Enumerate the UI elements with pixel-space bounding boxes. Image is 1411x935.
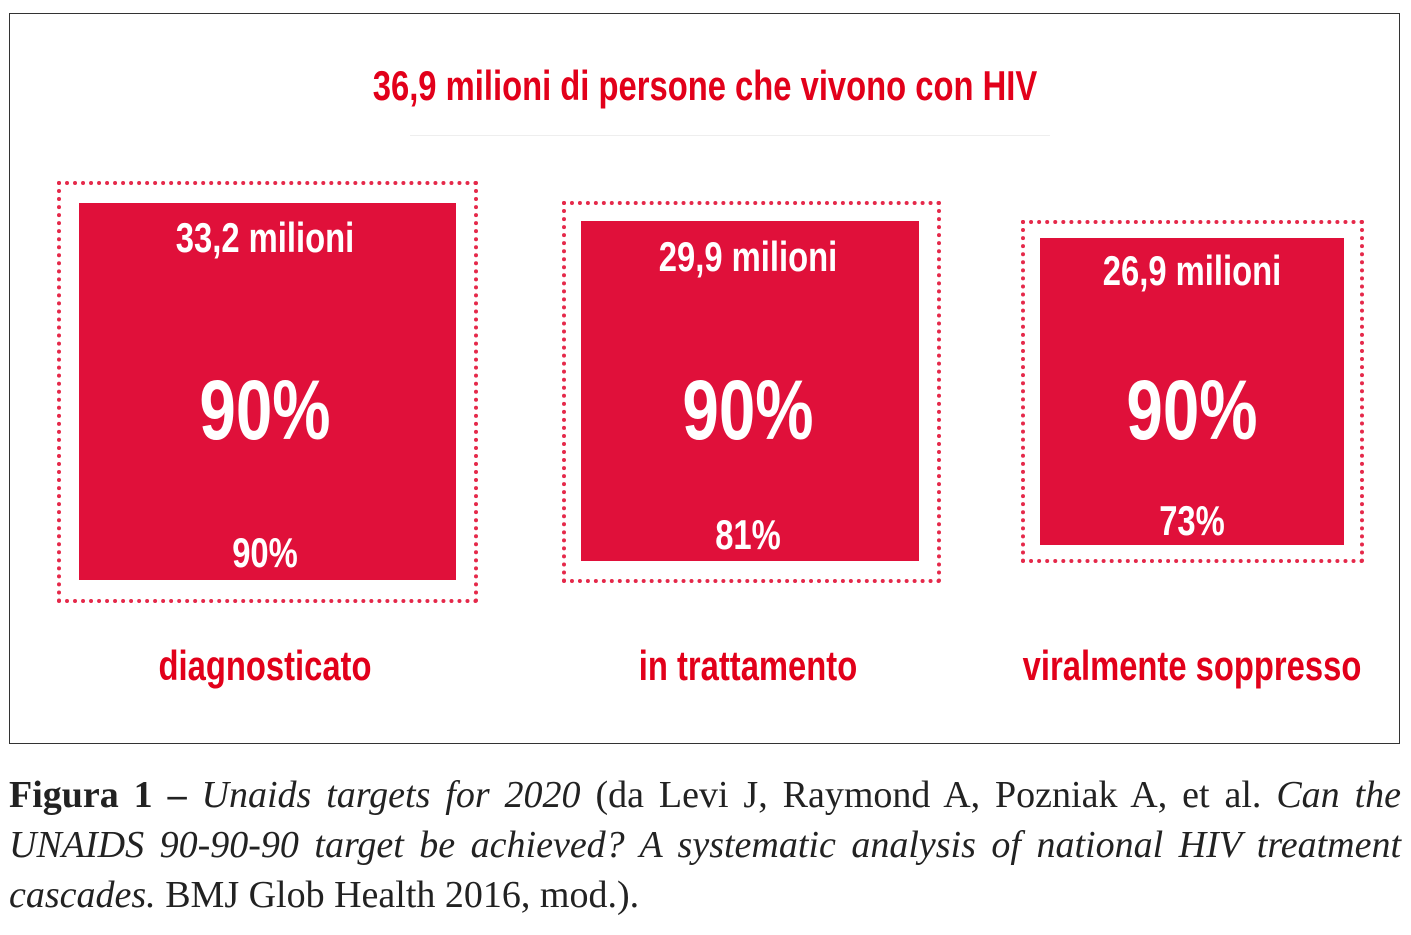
figure-frame [9, 13, 1400, 744]
title-divider [410, 135, 1050, 136]
box-treatment-count: 29,9 milioni [658, 233, 838, 280]
box-diagnosed-count: 33,2 milioni [175, 214, 355, 261]
caption-article: Can the UNAIDS 90-90-90 target be achiev… [9, 774, 1401, 916]
box-suppressed [1040, 238, 1344, 545]
box-treatment [581, 221, 919, 561]
caption-title: Unaids targets for 2020 [201, 774, 581, 816]
box-diagnosed-target: 90% [199, 363, 331, 457]
box-treatment-outline [562, 201, 941, 583]
box-suppressed-actual: 73% [1159, 497, 1225, 544]
figure-title: 36,9 milioni di persone che vivono con H… [372, 62, 1038, 109]
box-treatment-actual: 81% [715, 511, 781, 558]
label-diagnosed: diagnosticato [158, 642, 372, 689]
caption-source: BMJ Glob Health 2016, mod.). [155, 874, 640, 916]
box-diagnosed-outline [57, 181, 478, 603]
box-diagnosed [79, 203, 456, 580]
box-suppressed-outline [1021, 220, 1364, 563]
box-suppressed-count: 26,9 milioni [1102, 247, 1282, 294]
box-diagnosed-actual: 90% [232, 529, 298, 576]
caption-authors: (da Levi J, Raymond A, Pozniak A, et al. [580, 774, 1277, 816]
figure-caption: Figura 1 – Unaids targets for 2020 (da L… [9, 770, 1401, 920]
box-suppressed-target: 90% [1126, 363, 1258, 457]
label-suppressed: viralmente soppresso [1022, 642, 1362, 689]
caption-label: Figura 1 – [9, 774, 187, 816]
label-treatment: in trattamento [638, 642, 858, 689]
box-treatment-target: 90% [682, 363, 814, 457]
